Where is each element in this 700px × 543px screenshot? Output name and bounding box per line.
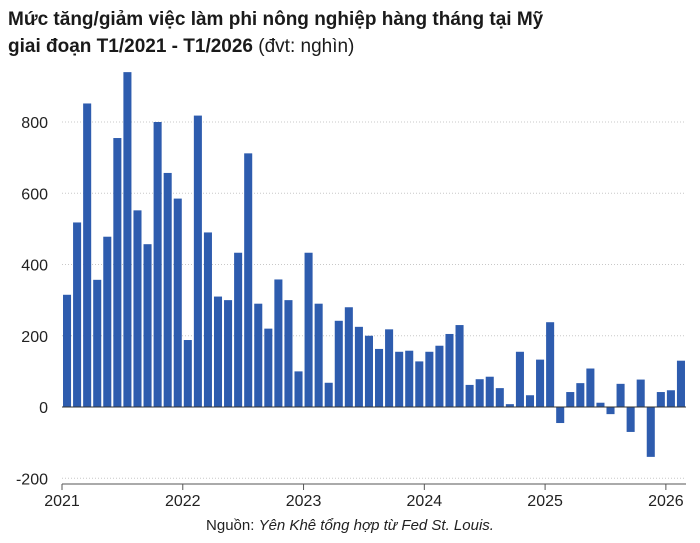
- bar: [405, 350, 414, 407]
- bar: [264, 328, 273, 408]
- bar: [213, 296, 223, 407]
- bar: [546, 322, 555, 407]
- bar: [334, 320, 343, 407]
- bar: [153, 122, 162, 407]
- bar: [183, 340, 192, 407]
- x-tick-label: 2022: [165, 493, 201, 510]
- y-tick-label: 600: [21, 186, 48, 203]
- bar: [606, 407, 615, 415]
- bar: [435, 345, 444, 407]
- bar: [465, 384, 474, 407]
- bar: [525, 395, 535, 407]
- title-unit: (đvt: nghìn): [258, 36, 355, 57]
- bars: [63, 72, 685, 457]
- axes: [61, 406, 686, 490]
- bar: [586, 368, 595, 407]
- bar: [244, 153, 253, 407]
- bar: [93, 279, 102, 407]
- bar: [73, 222, 82, 407]
- x-tick-label: 2026: [648, 493, 684, 510]
- bar: [113, 138, 122, 407]
- bar: [385, 329, 394, 407]
- bar: [636, 379, 645, 407]
- bar: [123, 72, 132, 408]
- bar: [455, 325, 464, 407]
- y-tick-label: 200: [21, 329, 48, 346]
- bar: [234, 252, 243, 407]
- title-line-1: Mức tăng/giảm việc làm phi nông nghiệp h…: [8, 9, 544, 30]
- bar: [576, 383, 585, 407]
- x-tick-label: 2025: [527, 493, 563, 510]
- bar: [143, 244, 152, 407]
- bar: [536, 359, 545, 407]
- bar: [63, 294, 72, 407]
- bar: [425, 351, 434, 407]
- bar: [304, 252, 313, 407]
- bar: [666, 390, 675, 407]
- bar: [485, 376, 494, 407]
- y-tick-label: 0: [39, 400, 48, 417]
- y-tick-label: -200: [16, 471, 48, 488]
- chart-title: Mức tăng/giảm việc làm phi nông nghiệp h…: [8, 6, 688, 60]
- bar: [103, 236, 112, 407]
- bar: [324, 382, 333, 407]
- bar: [415, 361, 424, 407]
- bar: [596, 402, 605, 407]
- bar: [395, 351, 404, 407]
- bar: [83, 103, 92, 407]
- bar: [294, 371, 303, 408]
- gridlines: [62, 121, 686, 479]
- bar: [475, 379, 484, 407]
- source-prefix: Nguồn:: [206, 517, 259, 534]
- y-tick-label: 800: [21, 115, 48, 132]
- bar: [133, 210, 142, 407]
- bar: [566, 392, 575, 407]
- bar: [364, 335, 373, 407]
- bar: [354, 326, 363, 407]
- bar: [515, 351, 524, 407]
- bar: [375, 348, 384, 407]
- y-tick-label: 400: [21, 258, 48, 275]
- title-line-2: giai đoạn T1/2021 - T1/2026: [8, 36, 253, 57]
- bar: [163, 172, 172, 407]
- bar: [626, 407, 635, 432]
- bar: [656, 392, 665, 407]
- bar: [646, 407, 655, 457]
- bar: [556, 407, 565, 424]
- bar: [203, 232, 212, 407]
- bar: [505, 404, 514, 407]
- bar: [676, 360, 685, 407]
- bar: [193, 115, 202, 407]
- bar: [224, 300, 233, 408]
- bar: [274, 279, 283, 407]
- source-note: Nguồn: Yên Khê tổng hợp từ Fed St. Louis…: [0, 517, 700, 534]
- bar: [314, 303, 323, 407]
- tick-labels: -200 0 200 400 600 800 2021 2022 2023 2024 2025 202…: [16, 115, 684, 510]
- bar: [616, 383, 625, 407]
- bar: [495, 388, 504, 407]
- bar: [254, 303, 263, 407]
- x-tick-label: 2021: [44, 493, 80, 510]
- bar: [173, 198, 182, 407]
- x-tick-label: 2023: [286, 493, 322, 510]
- source-text: Yên Khê tổng hợp từ Fed St. Louis.: [258, 517, 494, 534]
- x-tick-label: 2024: [407, 493, 443, 510]
- bar: [445, 333, 454, 407]
- bar: [284, 300, 293, 408]
- bar: [344, 307, 353, 407]
